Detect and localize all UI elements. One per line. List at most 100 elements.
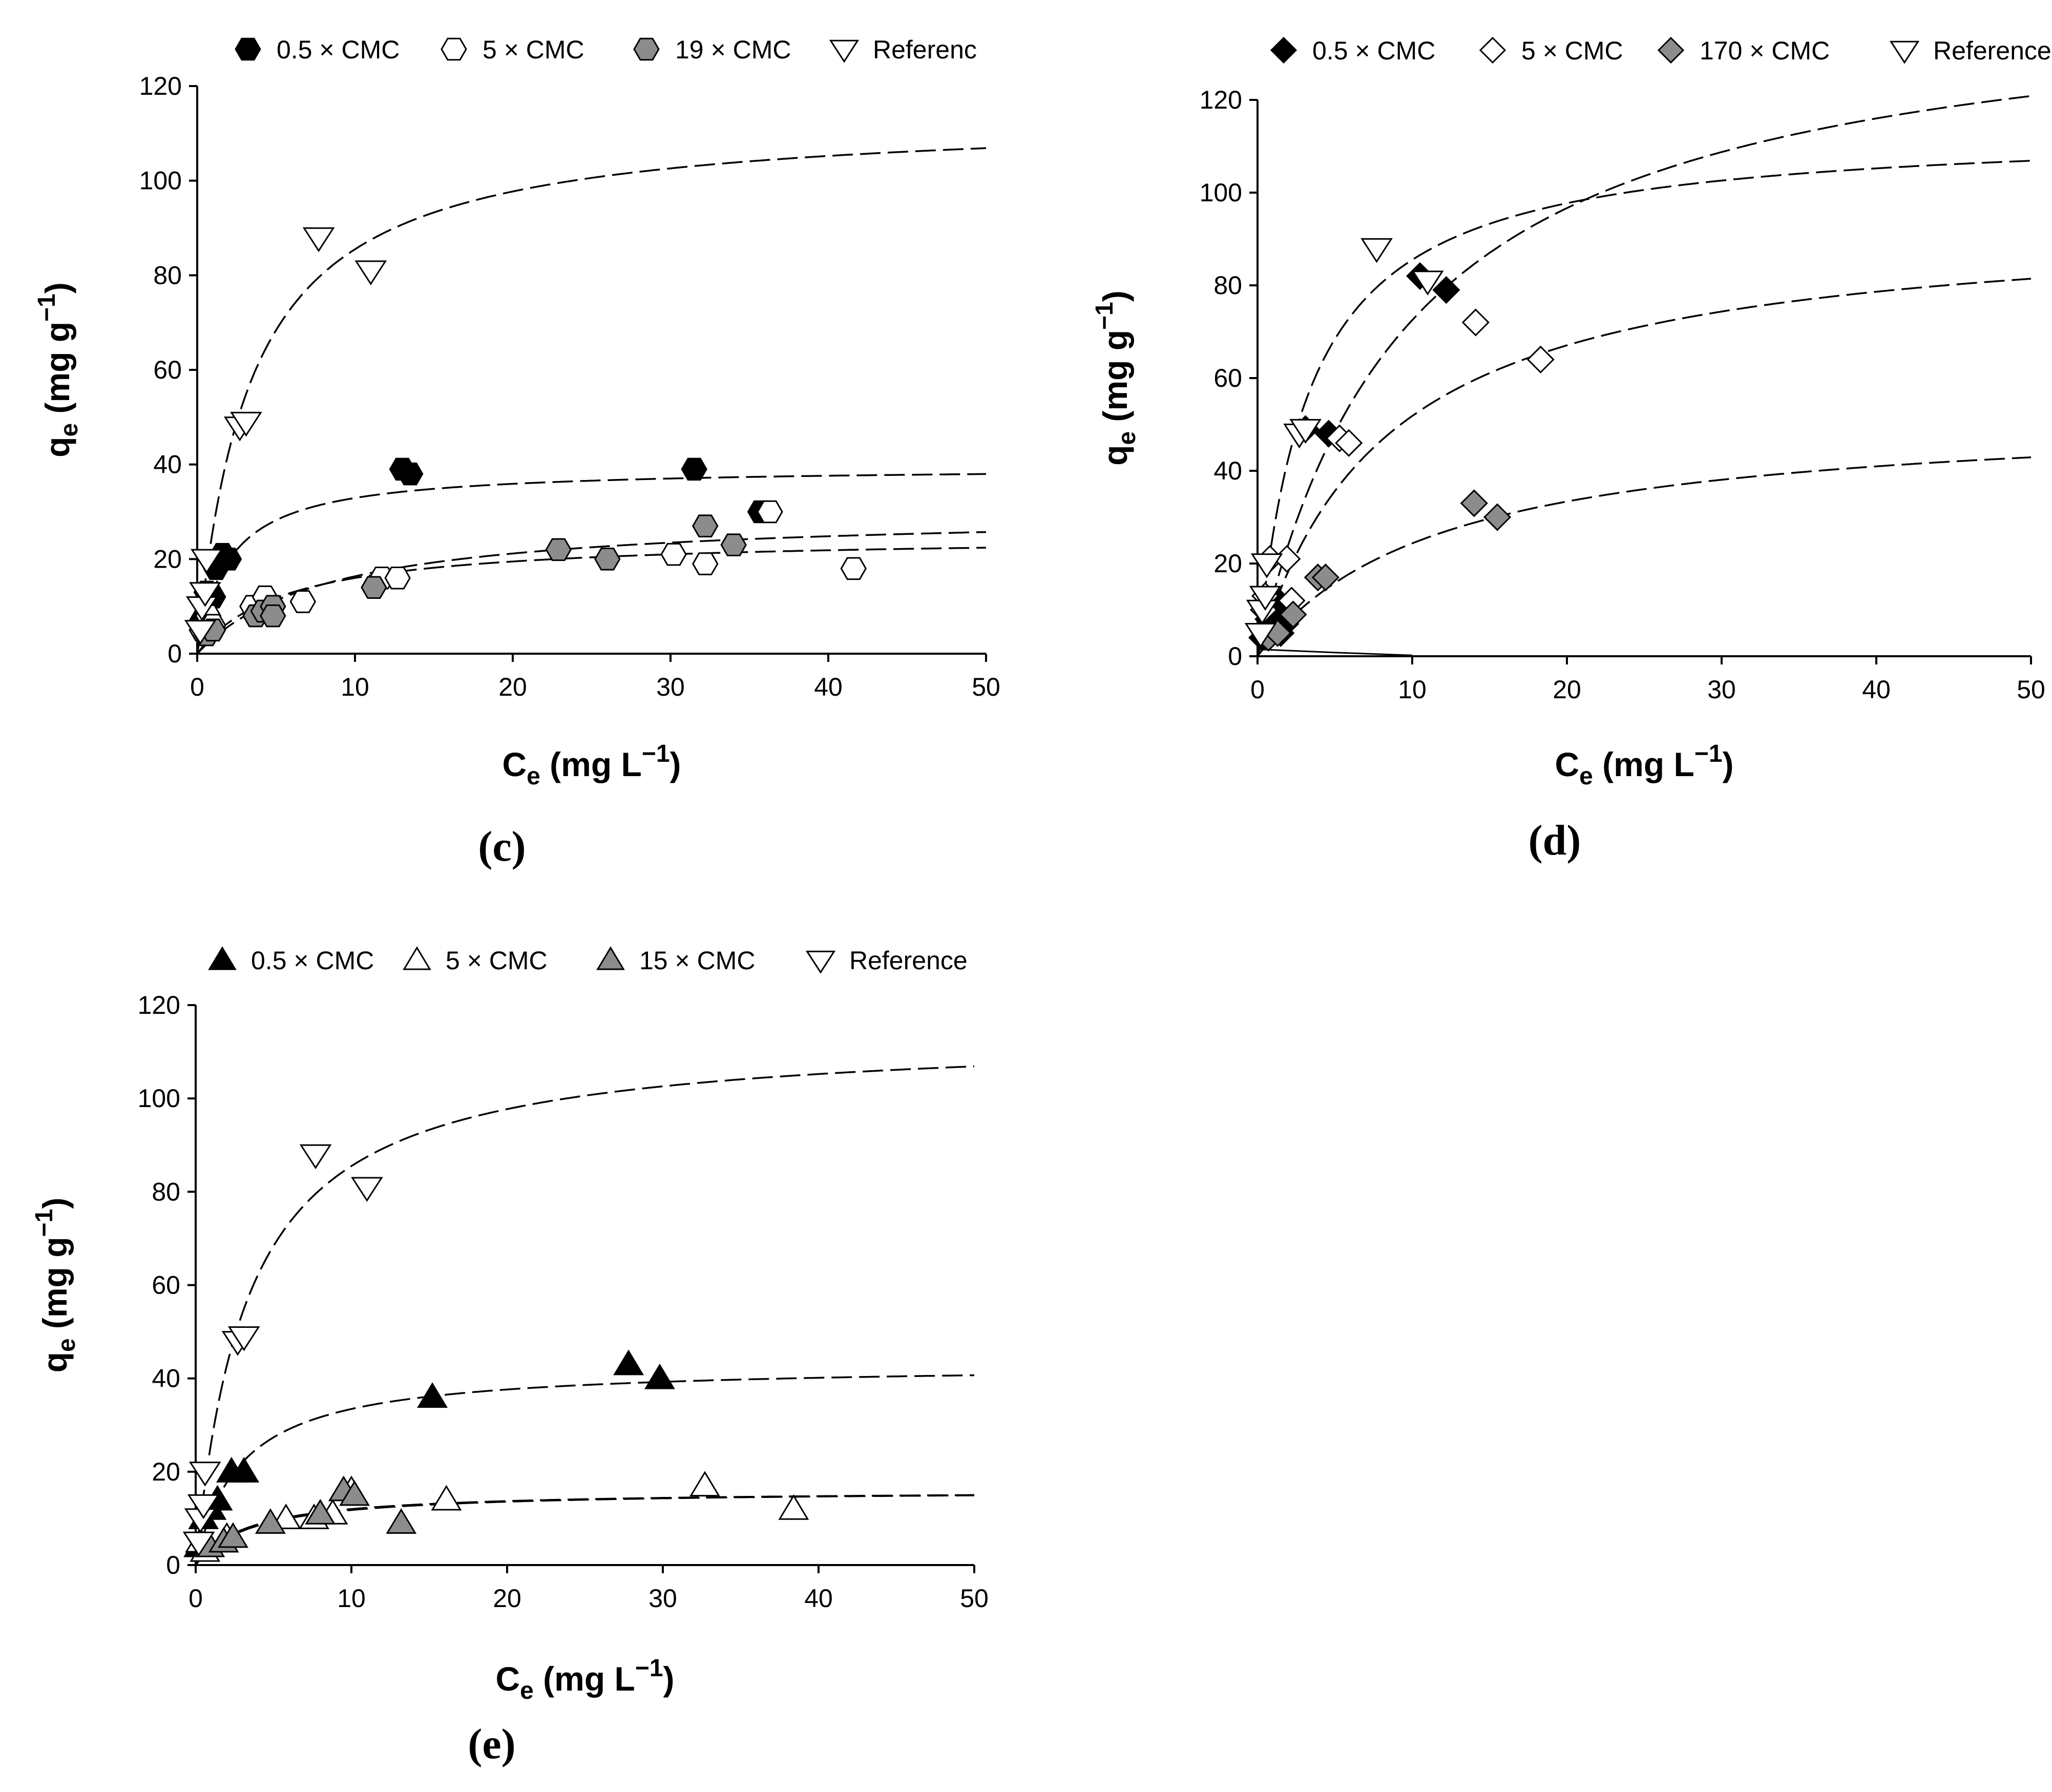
data-point-hexagon: [692, 552, 719, 575]
data-point-triangle-up: [613, 1349, 644, 1376]
data-point-triangle-down: [1250, 553, 1283, 578]
y-tick-label: 100: [139, 166, 182, 195]
y-tick-label: 40: [152, 1364, 180, 1393]
y-tick-label: 120: [139, 72, 182, 100]
data-point-hexagon: [692, 514, 719, 537]
fit-curve-diamond: [1258, 456, 2031, 656]
y-tick-label: 40: [1213, 456, 1242, 485]
data-point-hexagon: [720, 533, 747, 556]
fit-curve-hexagon: [197, 473, 986, 654]
x-tick-label: 10: [337, 1584, 366, 1613]
data-point-triangle-down: [1244, 623, 1277, 648]
data-point-triangle-up: [218, 1522, 248, 1548]
legend-label: 15 × CMC: [639, 946, 755, 975]
data-point-triangle-down: [1360, 238, 1393, 263]
data-point-triangle-down: [351, 1177, 383, 1202]
fit-curve-diamond: [1258, 95, 2031, 656]
x-tick-label: 30: [656, 673, 685, 701]
data-point-triangle-down: [182, 1531, 215, 1557]
data-point-triangle-down: [354, 260, 387, 285]
legend-marker: [829, 39, 860, 63]
data-point-hexagon: [397, 462, 424, 486]
legend-marker: [1889, 40, 1920, 64]
legend-marker: [441, 37, 467, 61]
data-point-triangle-up: [431, 1485, 462, 1511]
data-point-diamond: [1432, 276, 1460, 304]
data-point-hexagon: [681, 457, 707, 481]
data-point-hexagon: [215, 548, 242, 571]
data-point-hexagon: [594, 548, 621, 571]
data-point-triangle-down: [189, 1462, 221, 1487]
data-point-diamond: [1526, 345, 1555, 373]
legend-marker: [208, 946, 237, 970]
y-tick-label: 120: [1200, 86, 1242, 114]
y-tick-label: 20: [1213, 549, 1242, 578]
data-point-triangle-down: [230, 411, 262, 437]
data-point-triangle-up: [644, 1363, 675, 1389]
data-point-triangle-down: [1289, 419, 1322, 444]
y-tick-label: 20: [152, 1457, 180, 1486]
legend-marker: [235, 37, 261, 61]
fit-curve-triangle-down: [1258, 160, 2031, 656]
x-tick-label: 40: [1862, 675, 1891, 704]
data-point-triangle-up: [689, 1471, 721, 1497]
legend-marker: [403, 946, 431, 970]
y-tick-label: 0: [1228, 642, 1242, 671]
x-tick-label: 50: [972, 673, 1000, 701]
data-point-diamond: [1460, 489, 1488, 517]
baseline-fit-curve: [1257, 648, 1413, 656]
data-point-triangle-down: [299, 1144, 332, 1170]
x-tick-label: 30: [648, 1584, 677, 1613]
data-point-diamond: [1335, 429, 1363, 457]
panel-c: 0 20 40 60 80 100 120 0 10 20 30 40 50 Ce (mg L−1) qe …: [33, 35, 1000, 870]
data-point-triangle-down: [189, 582, 221, 607]
y-tick-label: 80: [153, 261, 182, 289]
y-tick-label: 40: [153, 450, 182, 479]
x-tick-label: 0: [1250, 675, 1265, 704]
legend-label: 5 × CMC: [446, 946, 548, 975]
data-point-triangle-up: [228, 1456, 260, 1483]
data-point-triangle-up: [417, 1382, 448, 1408]
fit-curve-diamond: [1258, 278, 2031, 656]
x-tick-label: 0: [189, 1584, 203, 1613]
legend-label: Reference: [849, 946, 968, 975]
fit-curve-triangle-down: [196, 1065, 974, 1565]
data-point-hexagon: [384, 566, 411, 590]
data-point-triangle-up: [778, 1494, 809, 1520]
y-tick-label: 0: [166, 1551, 180, 1579]
y-axis-title: qe (mg g−1): [1091, 290, 1141, 466]
y-tick-label: 20: [153, 545, 182, 573]
x-tick-label: 20: [1553, 675, 1581, 704]
x-tick-label: 20: [493, 1584, 521, 1613]
data-point-hexagon: [289, 590, 317, 613]
data-point-triangle-up: [255, 1508, 286, 1534]
legend-label: 0.5 × CMC: [1312, 36, 1435, 65]
y-tick-label: 60: [153, 356, 182, 384]
x-tick-label: 50: [2017, 675, 2045, 704]
y-tick-label: 100: [138, 1084, 180, 1113]
x-tick-label: 0: [190, 673, 204, 701]
data-point-hexagon: [660, 543, 687, 566]
panel-label: (e): [468, 1720, 515, 1768]
legend-marker: [805, 950, 836, 974]
y-tick-label: 100: [1200, 178, 1242, 207]
data-point-triangle-up: [339, 1480, 370, 1506]
y-axis-title: qe (mg g−1): [33, 282, 83, 457]
x-tick-label: 50: [960, 1584, 989, 1613]
data-point-triangle-up: [305, 1498, 336, 1525]
legend-label: 0.5 × CMC: [277, 35, 400, 64]
legend-label: Referenc: [873, 35, 977, 64]
y-tick-label: 60: [152, 1271, 180, 1300]
y-tick-label: 0: [167, 639, 182, 668]
x-axis-title: Ce (mg L−1): [502, 740, 681, 790]
data-point-diamond: [1311, 564, 1340, 592]
data-point-triangle-down: [1249, 586, 1282, 611]
x-axis-title: Ce (mg L−1): [1555, 740, 1733, 790]
data-point-hexagon: [260, 604, 286, 628]
data-point-diamond: [1279, 600, 1307, 629]
legend-marker: [1270, 36, 1297, 64]
x-tick-label: 40: [814, 673, 843, 701]
data-point-triangle-down: [227, 1326, 260, 1351]
y-tick-label: 80: [152, 1177, 180, 1206]
